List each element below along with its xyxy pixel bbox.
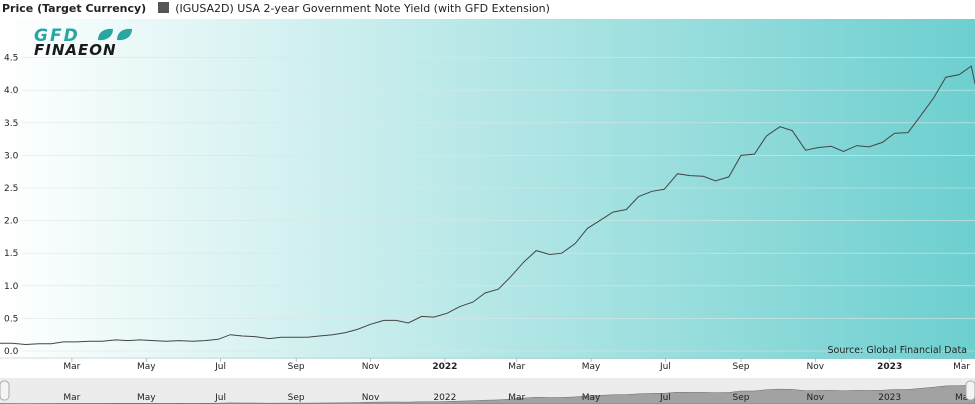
navigator-tick-label: Sep bbox=[733, 393, 750, 403]
x-tick-label: Mar bbox=[63, 362, 80, 372]
x-tick-label: Mar bbox=[508, 362, 525, 372]
chart-legend: Price (Target Currency) (IGUSA2D) USA 2-… bbox=[0, 0, 975, 18]
navigator-series-area bbox=[0, 384, 975, 404]
x-tick-label: 2022 bbox=[432, 362, 457, 372]
x-tick-label: Nov bbox=[362, 362, 380, 372]
navigator-left-handle[interactable] bbox=[0, 380, 10, 401]
x-tick-label: Jul bbox=[214, 362, 226, 372]
navigator-right-handle[interactable] bbox=[965, 380, 975, 401]
y-tick-label: 4.5 bbox=[4, 54, 18, 64]
y-tick-label: 1.5 bbox=[4, 249, 18, 259]
navigator-tick-label: Mar bbox=[63, 393, 80, 403]
plot-background bbox=[0, 19, 975, 359]
navigator-tick-label: Jul bbox=[214, 393, 226, 403]
y-axis-title: Price (Target Currency) bbox=[2, 2, 147, 15]
navigator-tick-label: Jul bbox=[659, 393, 671, 403]
gridlines bbox=[22, 57, 975, 352]
navigator-tick-label: Sep bbox=[288, 393, 305, 403]
series-line-igusa2d[interactable] bbox=[0, 65, 975, 346]
navigator-ticks: Mar May Jul Sep Nov 2022 Mar May Jul Sep Nov 2023 Ma bbox=[63, 393, 968, 403]
y-tick-label: 4.0 bbox=[4, 86, 19, 96]
logo-text-gfd: GFD bbox=[34, 26, 80, 46]
x-tick-label: 2023 bbox=[877, 362, 902, 372]
x-axis-ticks: Mar May Jul Sep Nov 2022 Mar May Jul Sep Nov 2023 Ma… bbox=[0, 357, 975, 372]
x-tick-label: May bbox=[137, 362, 156, 372]
x-tick-label: Sep bbox=[733, 362, 750, 372]
navigator-tick-label: Nov bbox=[807, 393, 825, 403]
navigator-tick-label: Mar bbox=[508, 393, 525, 403]
navigator-tick-label: Ma bbox=[955, 393, 968, 403]
navigator-tick-label: 2022 bbox=[433, 393, 456, 403]
x-tick-label: Nov bbox=[807, 362, 825, 372]
source-label: Source: Global Financial Data bbox=[828, 345, 967, 356]
x-tick-label: Mar bbox=[953, 362, 970, 372]
y-tick-label: 2.5 bbox=[4, 184, 18, 194]
y-tick-label: 0.0 bbox=[4, 347, 19, 357]
gfd-finaeon-logo: GFD FINAEON bbox=[34, 26, 132, 59]
y-tick-label: 2.0 bbox=[4, 217, 19, 227]
navigator-tick-label: May bbox=[137, 393, 156, 403]
y-tick-label: 3.0 bbox=[4, 151, 19, 161]
navigator-tick-label: May bbox=[582, 393, 601, 403]
leaf-icon bbox=[98, 28, 113, 41]
y-axis-ticks: 0.0 0.5 1.0 1.5 2.0 2.5 3.0 3.5 4.0 4.5 bbox=[4, 54, 19, 357]
navigator-tick-label: 2023 bbox=[878, 393, 901, 403]
y-tick-label: 1.0 bbox=[4, 282, 19, 292]
x-tick-label: May bbox=[582, 362, 601, 372]
x-tick-label: Sep bbox=[288, 362, 305, 372]
x-tick-label: Jul bbox=[659, 362, 671, 372]
y-tick-label: 3.5 bbox=[4, 119, 18, 129]
logo-text-finaeon: FINAEON bbox=[34, 41, 117, 59]
series-swatch-icon bbox=[157, 2, 169, 13]
leaf-icon bbox=[117, 28, 132, 41]
series-legend-label[interactable]: (IGUSA2D) USA 2-year Government Note Yie… bbox=[175, 2, 550, 15]
y-tick-label: 0.5 bbox=[4, 314, 18, 324]
navigator-tick-label: Nov bbox=[362, 393, 380, 403]
